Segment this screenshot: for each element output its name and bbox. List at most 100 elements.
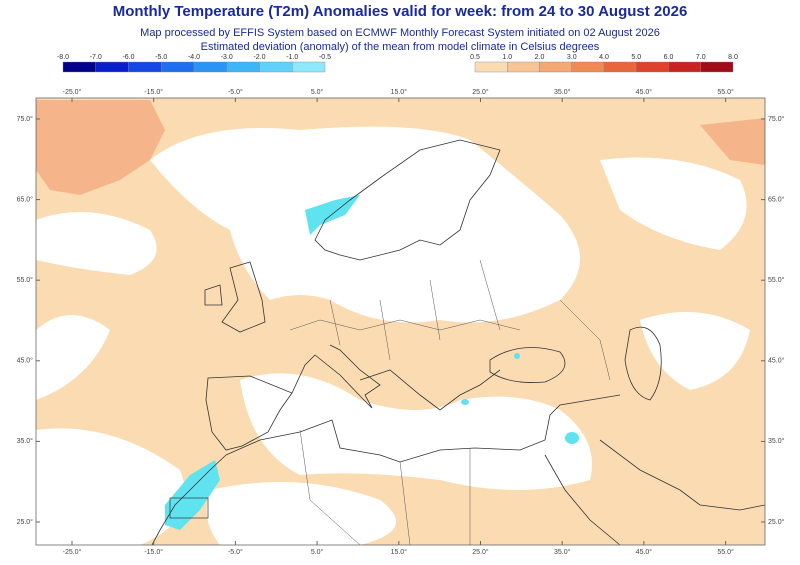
colorbar-label: 3.0: [567, 54, 577, 61]
map-frame: [35, 97, 766, 546]
subtitle: Estimated deviation (anomaly) of the mea…: [201, 41, 600, 53]
colorbar-label: 4.0: [599, 54, 609, 61]
neutral-area: [36, 315, 110, 400]
colorbar-swatch: [700, 61, 734, 73]
colorbar-swatch: [507, 61, 540, 73]
neutral-area: [36, 428, 185, 545]
lat-label: 35.0°: [768, 437, 785, 445]
lon-label: -5.0°: [228, 548, 243, 556]
coastline: [314, 139, 501, 261]
coastline: [225, 394, 621, 463]
lat-label: 45.0°: [17, 357, 34, 365]
colorbar-label: 8.0: [728, 54, 738, 61]
colorbar-swatch: [603, 61, 637, 73]
lon-label: 55.0°: [717, 548, 734, 556]
coastline: [291, 344, 381, 409]
colorbar-label: -5.0: [155, 54, 167, 61]
colorbar-swatch: [668, 61, 701, 73]
lon-label: 45.0°: [636, 88, 653, 96]
subtitle: Map processed by EFFIS System based on E…: [140, 27, 660, 39]
lat-label: 25.0°: [768, 518, 785, 526]
colorbar-swatch: [292, 61, 326, 73]
colorbar-label: -3.0: [221, 54, 233, 61]
colorbar-label: 7.0: [696, 54, 706, 61]
lat-label: 45.0°: [768, 357, 785, 365]
colorbar-label: 1.0: [502, 54, 512, 61]
lon-label: 15.0°: [391, 548, 408, 556]
coastline: [544, 454, 621, 546]
coastline: [624, 326, 662, 401]
cool-area: [165, 460, 220, 530]
coastline: [151, 454, 227, 546]
colorbar-label: -2.0: [253, 54, 265, 61]
lat-label: 65.0°: [17, 195, 34, 203]
cool-area: [461, 399, 469, 405]
colorbar-swatch: [539, 61, 572, 73]
lon-label: -15.0°: [144, 88, 163, 96]
neutral-area: [36, 212, 157, 275]
coastline: [359, 369, 501, 411]
neutral-area: [206, 482, 396, 545]
cool-area: [514, 353, 520, 359]
warm-area: [36, 100, 165, 195]
colorbar-swatch: [161, 61, 195, 73]
colorbar-swatch: [571, 61, 605, 73]
lat-label: 55.0°: [17, 276, 34, 284]
lon-label: -25.0°: [63, 88, 82, 96]
lon-label: -5.0°: [228, 88, 243, 96]
lat-label: 75.0°: [17, 115, 34, 123]
colorbar-swatch: [636, 61, 669, 73]
coastline: [599, 439, 766, 511]
neutral-area: [640, 312, 750, 390]
border: [289, 259, 611, 546]
colorbar-swatch: [128, 61, 162, 73]
lon-label: 55.0°: [717, 88, 734, 96]
colorbar-swatch: [193, 61, 227, 73]
neutral-area: [150, 126, 580, 323]
colorbar-label: -7.0: [90, 54, 102, 61]
colorbar-label: -1.0: [286, 54, 298, 61]
colorbar-label: 0.5: [470, 54, 480, 61]
lat-label: 75.0°: [768, 115, 785, 123]
lat-label: 25.0°: [17, 518, 34, 526]
colorbar-swatch: [226, 61, 260, 73]
map-axes: -25.0° -25.0° -15.0° -15.0° -5.0° -5.0° 5.0° 5.…: [17, 88, 785, 556]
map: [35, 97, 766, 546]
colorbar-swatch: [62, 61, 96, 73]
colorbar-label: -6.0: [122, 54, 134, 61]
coastline: [205, 375, 293, 451]
neutral-area: [600, 157, 747, 250]
lon-label: 15.0°: [391, 88, 408, 96]
cool-area: [305, 195, 360, 235]
colorbar-label: -0.5: [319, 54, 331, 61]
coastline: [489, 347, 566, 383]
colorbar-label: -8.0: [57, 54, 69, 61]
lon-label: -25.0°: [63, 548, 82, 556]
colorbar-swatch: [259, 61, 293, 73]
cool-area: [565, 432, 579, 444]
colorbar-swatch: [474, 61, 508, 73]
lon-label: -15.0°: [144, 548, 163, 556]
title: Monthly Temperature (T2m) Anomalies vali…: [113, 3, 688, 20]
lon-label: 5.0°: [311, 88, 324, 96]
colorbar-label: -4.0: [188, 54, 200, 61]
lon-label: 45.0°: [636, 548, 653, 556]
colorbar-label: 2.0: [535, 54, 545, 61]
lon-label: 35.0°: [554, 88, 571, 96]
lon-label: 25.0°: [472, 548, 489, 556]
lon-label: 25.0°: [472, 88, 489, 96]
lon-label: 35.0°: [554, 548, 571, 556]
colorbar-swatch: [95, 61, 129, 73]
lat-label: 55.0°: [768, 276, 785, 284]
colorbars: -8.0 -7.0 -6.0 -5.0 -4.0 -3.0 -2.0 -1.0 -0.5 0.5 1…: [57, 54, 738, 73]
lat-label: 35.0°: [17, 437, 34, 445]
lon-label: 5.0°: [311, 548, 324, 556]
coastline: [204, 284, 223, 306]
colorbar-label: 6.0: [664, 54, 674, 61]
lat-label: 65.0°: [768, 195, 785, 203]
coastline: [221, 261, 266, 333]
warm-area: [700, 118, 765, 165]
border: [169, 497, 209, 519]
colorbar-label: 5.0: [631, 54, 641, 61]
